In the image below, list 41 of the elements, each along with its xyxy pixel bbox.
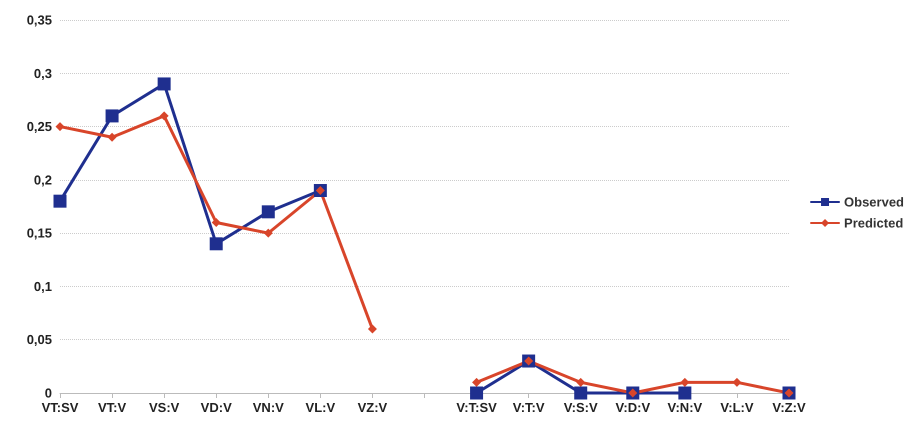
- y-tick-label: 0,1: [34, 278, 52, 294]
- x-tick-label: VZ:V: [358, 400, 388, 415]
- x-tick-label: VL:V: [306, 400, 336, 415]
- x-tick-label: V:Z:V: [772, 400, 806, 415]
- point: [262, 205, 275, 218]
- x-tick-label: VT:V: [98, 400, 126, 415]
- point: [108, 132, 117, 142]
- y-tick-label: 0,05: [26, 332, 52, 348]
- point: [56, 122, 64, 132]
- point: [574, 386, 588, 400]
- point: [470, 386, 484, 400]
- x-tick-label: V:T:SV: [456, 400, 498, 415]
- x-tick-label: VN:V: [252, 400, 284, 415]
- point: [576, 378, 586, 387]
- x-tick-label: V:L:V: [720, 400, 754, 415]
- point: [264, 228, 273, 238]
- y-tick-label: 0,25: [26, 119, 52, 134]
- point: [54, 194, 66, 208]
- legend-label: Observed: [844, 194, 904, 210]
- point: [368, 324, 377, 334]
- x-tick-label: V:N:V: [668, 400, 703, 415]
- y-tick-label: 0: [44, 386, 52, 400]
- point: [158, 77, 171, 90]
- point: [160, 111, 169, 120]
- point: [472, 378, 482, 387]
- x-tick-label: V:T:V: [512, 400, 545, 415]
- point: [210, 237, 223, 250]
- point: [680, 378, 690, 387]
- x-tick-label: V:D:V: [615, 400, 650, 415]
- x-tick-label: VS:V: [148, 400, 180, 415]
- y-tick-label: 0,35: [26, 12, 52, 28]
- legend-label: Predicted: [844, 216, 904, 230]
- point: [212, 218, 221, 227]
- y-tick-label: 0,15: [26, 226, 52, 241]
- x-tick-label: V:S:V: [564, 400, 598, 415]
- point: [678, 386, 692, 400]
- x-tick-label: VT:SV: [42, 400, 79, 415]
- point: [106, 109, 119, 122]
- y-tick-label: 0,3: [34, 66, 52, 81]
- x-tick-label: VD:V: [200, 400, 232, 415]
- y-tick-label: 0,2: [34, 172, 52, 188]
